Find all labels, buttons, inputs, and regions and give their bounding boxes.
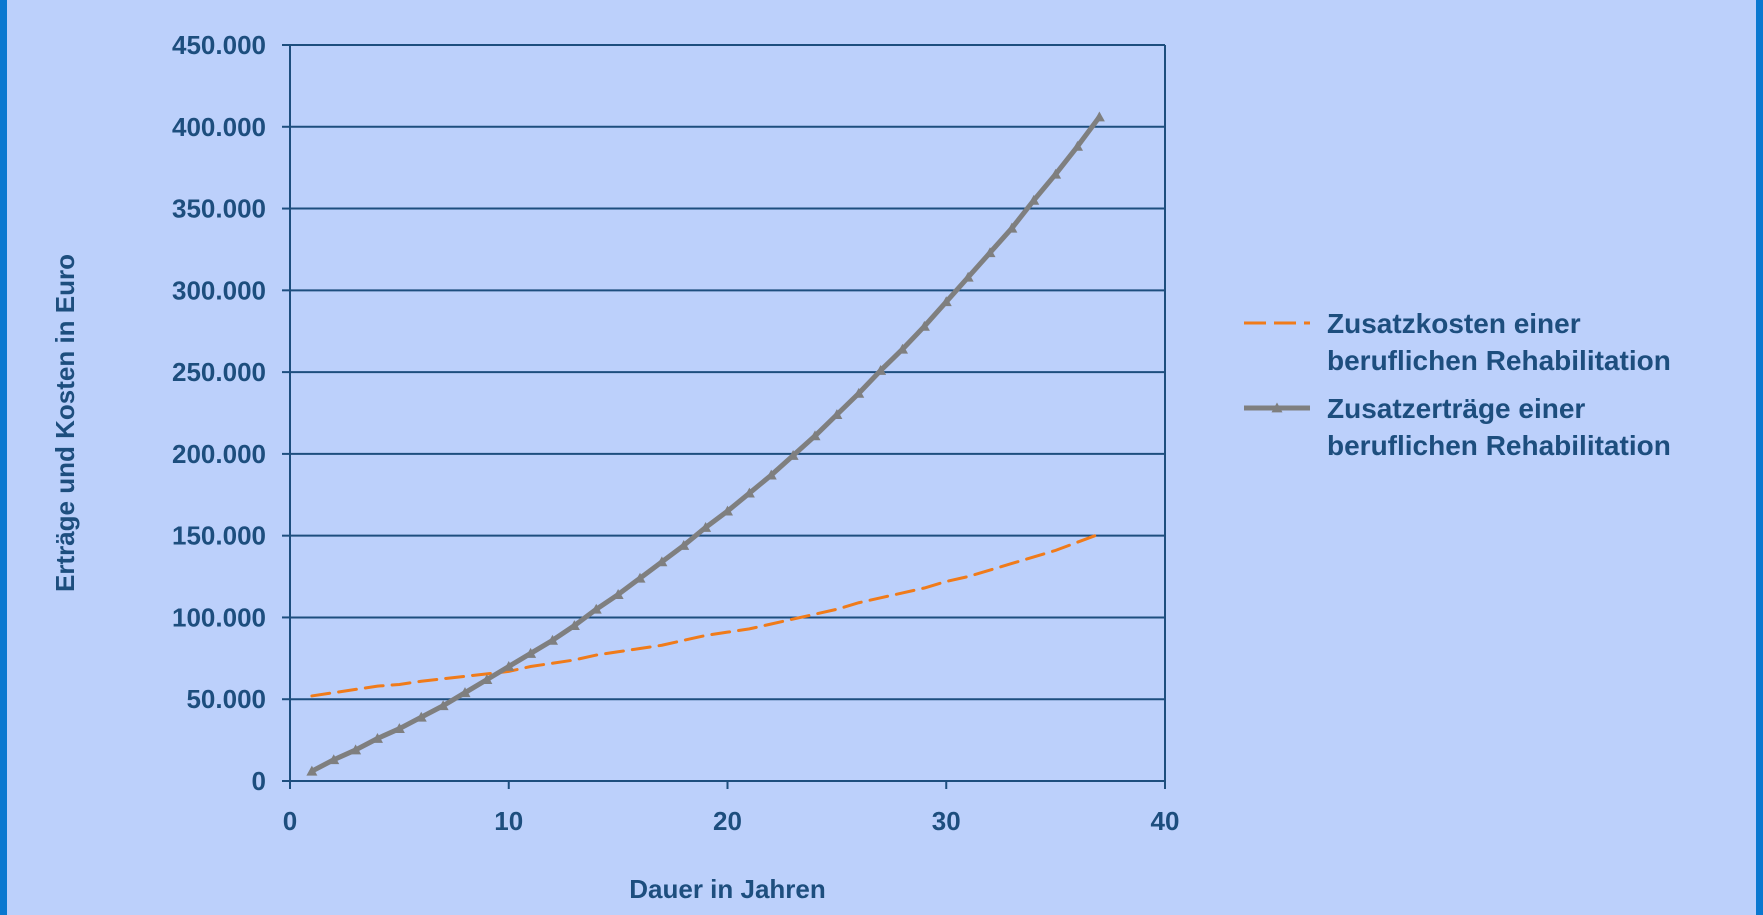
y-tick-label: 300.000 — [172, 275, 266, 305]
data-point-marker — [350, 744, 362, 755]
data-point-marker — [393, 723, 405, 734]
data-point-marker — [656, 556, 668, 567]
legend-label: beruflichen Rehabilitation — [1327, 430, 1671, 461]
series — [306, 111, 1105, 776]
data-point-marker — [700, 521, 712, 532]
data-point-marker — [1028, 194, 1040, 205]
data-point-marker — [897, 343, 908, 354]
y-tick-label: 50.000 — [186, 684, 266, 714]
data-point-marker — [525, 647, 537, 658]
x-tick-label: 20 — [713, 806, 742, 836]
data-point-marker — [1006, 222, 1018, 233]
data-point-marker — [918, 320, 930, 331]
legend-marker — [1271, 402, 1283, 413]
data-point-marker — [831, 409, 843, 420]
y-tick-label: 450.000 — [172, 30, 266, 60]
data-point-marker — [306, 765, 318, 776]
chart-frame: 0 50.000 100.000 150.000 200.000 250.000 300.0… — [7, 0, 1756, 915]
series-line-costs — [310, 532, 1101, 698]
data-point-marker — [459, 687, 471, 698]
data-point-marker — [765, 469, 777, 480]
y-tick-label: 200.000 — [172, 439, 266, 469]
x-tick-label: 0 — [283, 806, 297, 836]
axes — [282, 44, 1166, 789]
tick-labels: 0 50.000 100.000 150.000 200.000 250.000 300.0… — [172, 30, 1179, 836]
gridlines — [290, 44, 1165, 701]
data-point-marker — [809, 430, 821, 441]
data-point-marker — [415, 711, 427, 722]
data-point-marker — [612, 589, 624, 599]
data-point-marker — [1093, 111, 1105, 122]
y-tick-label: 350.000 — [172, 194, 266, 224]
data-point-marker — [962, 271, 974, 282]
x-tick-label: 10 — [494, 806, 523, 836]
data-point-marker — [853, 387, 865, 398]
chart: 0 50.000 100.000 150.000 200.000 250.000 300.0… — [50, 30, 1671, 904]
legend-label: beruflichen Rehabilitation — [1327, 345, 1671, 376]
y-axis-title: Erträge und Kosten in Euro — [50, 254, 80, 592]
data-point-marker — [503, 661, 515, 671]
data-point-marker — [1072, 140, 1083, 151]
data-point-marker — [590, 603, 602, 614]
data-point-marker — [372, 732, 383, 743]
data-point-marker — [634, 572, 646, 583]
x-axis-title: Dauer in Jahren — [629, 874, 826, 904]
data-point-marker — [568, 620, 580, 631]
data-point-marker — [722, 505, 733, 516]
y-tick-label: 250.000 — [172, 357, 266, 387]
data-point-marker — [1050, 168, 1062, 179]
data-point-marker — [875, 364, 887, 375]
data-point-marker — [328, 754, 340, 765]
y-tick-label: 150.000 — [172, 521, 266, 551]
data-point-marker — [678, 539, 690, 550]
data-point-marker — [940, 296, 952, 307]
x-tick-label: 40 — [1151, 806, 1180, 836]
data-point-marker — [547, 634, 558, 645]
y-tick-label: 0 — [252, 766, 266, 796]
data-point-marker — [984, 247, 996, 258]
data-point-marker — [481, 674, 493, 684]
legend: Zusatzkosten einer beruflichen Rehabilita… — [1244, 308, 1671, 461]
y-tick-label: 400.000 — [172, 112, 266, 142]
x-tick-label: 30 — [932, 806, 961, 836]
data-point-marker — [743, 487, 755, 498]
y-tick-label: 100.000 — [172, 602, 266, 632]
data-point-marker — [787, 450, 799, 460]
data-point-marker — [437, 700, 449, 711]
legend-label: Zusatzerträge einer — [1327, 393, 1585, 424]
legend-label: Zusatzkosten einer — [1327, 308, 1581, 339]
series-line-returns — [310, 115, 1102, 774]
